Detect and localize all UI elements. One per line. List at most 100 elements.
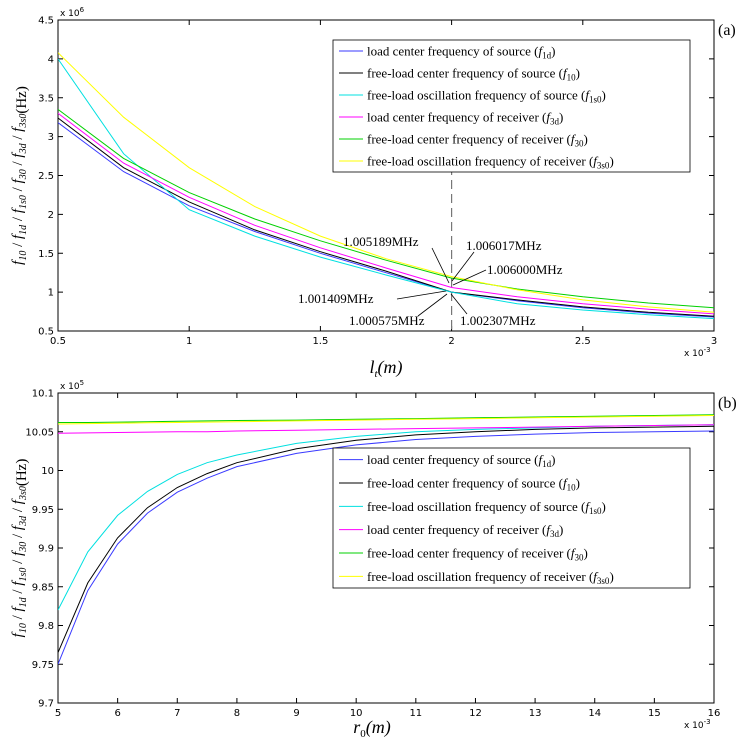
legend-close: ): [551, 44, 555, 59]
y-tick-label: 10.05: [25, 427, 54, 438]
series-line-3s0: [58, 52, 714, 313]
series-line-3d: [58, 424, 714, 434]
y-axis-label-sub: 30: [18, 542, 29, 553]
x-tick-label: 1: [186, 336, 192, 347]
legend-close: ): [584, 546, 588, 561]
x-multiplier-base: x 10: [684, 721, 704, 731]
legend-close: ): [551, 452, 555, 467]
legend-symbol-f: f: [563, 476, 569, 491]
y-axis-label-f: f: [10, 524, 26, 530]
x-tick-label: 16: [708, 708, 721, 719]
x-axis-label-sub: t: [374, 368, 378, 380]
legend-symbol-sub: 3d: [550, 529, 560, 539]
y-axis-label-f: f: [10, 550, 26, 556]
legend-symbol-f: f: [571, 546, 577, 561]
x-tick-label: 15: [648, 708, 661, 719]
y-axis-label-sep: /: [10, 556, 26, 568]
legend-close: ): [584, 132, 588, 147]
x-tick-label: 13: [529, 708, 542, 719]
annotation-leader: [396, 290, 447, 300]
legend-symbol-f: f: [585, 499, 591, 514]
panel-label: (b): [718, 395, 737, 412]
y-tick-label: 9.9: [38, 544, 54, 555]
legend-symbol-sub: 1d: [542, 51, 552, 61]
annotation-leader: [450, 293, 468, 315]
legend-text: free-load oscillation frequency of recei…: [367, 569, 593, 584]
y-axis-label-f: f: [10, 631, 26, 637]
legend-text: free-load center frequency of receiver (: [367, 546, 571, 561]
y-multiplier: x 106: [60, 6, 85, 19]
annotation-label: 1.005189MHz: [343, 234, 419, 249]
y-axis-label-sep: /: [10, 530, 26, 542]
annotation-label: 1.001409MHz: [298, 291, 374, 306]
x-axis-label: r0(m): [353, 717, 391, 740]
x-multiplier-base: x 10: [684, 349, 704, 359]
y-axis-label-f: f: [10, 606, 26, 612]
annotation-label: 1.002307MHz: [460, 313, 536, 328]
y-axis-label: f10 / f1d / f1s0 / f30 / f3d / f3s0(Hz): [10, 86, 30, 265]
x-tick-label: 6: [114, 708, 120, 719]
legend-symbol-f: f: [538, 44, 544, 59]
series-line-30: [58, 108, 714, 309]
y-axis-label-sep: /: [10, 504, 26, 516]
y-axis-label-sep: /: [10, 132, 26, 144]
legend-close: ): [609, 154, 613, 169]
y-multiplier-base: x 10: [60, 382, 80, 392]
legend-close: ): [576, 476, 580, 491]
legend-text: free-load oscillation frequency of sourc…: [367, 88, 585, 103]
legend-text: free-load center frequency of receiver (: [367, 132, 571, 147]
series-line-3d: [58, 112, 714, 315]
y-axis-label-sub: 3d: [18, 142, 29, 154]
series-line-1d: [58, 430, 714, 665]
series-line-1d: [58, 122, 714, 318]
annotation-label: 1.006000MHz: [487, 262, 563, 277]
series-line-3s0: [58, 415, 714, 425]
y-multiplier: x 105: [60, 379, 84, 392]
legend-symbol-sub: 30: [575, 139, 585, 149]
legend-symbol-f: f: [571, 132, 577, 147]
x-tick-label: 12: [469, 708, 482, 719]
y-tick-label: 9.8: [38, 621, 54, 632]
x-tick-label: 0.5: [50, 336, 66, 347]
y-axis-label-f: f: [10, 207, 26, 213]
y-tick-label: 9.7: [38, 699, 54, 710]
y-tick-label: 1.5: [38, 249, 54, 260]
legend-text: free-load oscillation frequency of sourc…: [367, 499, 585, 514]
y-axis-label-sep: /: [10, 612, 26, 624]
legend-entry-1s0: free-load oscillation frequency of sourc…: [367, 88, 606, 105]
series-group: [58, 52, 714, 320]
y-axis-label-sub: 1s0: [18, 195, 29, 209]
y-axis-label-unit: (Hz): [14, 459, 30, 486]
legend-text: free-load center frequency of source (: [367, 476, 563, 491]
x-axis-label-var: l: [369, 357, 374, 377]
y-tick-label: 9.75: [32, 660, 54, 671]
y-tick-label: 10.1: [32, 389, 54, 400]
legend-text: load center frequency of receiver (: [367, 110, 546, 125]
legend-symbol-f: f: [546, 110, 552, 125]
y-tick-label: 4: [48, 54, 54, 65]
y-tick-label: 3: [48, 132, 54, 143]
annotation-leader: [417, 293, 448, 317]
y-axis-label-sub: 10: [18, 251, 29, 261]
y-axis-label-f: f: [10, 580, 26, 586]
legend-entry-3s0: free-load oscillation frequency of recei…: [367, 154, 614, 171]
legend-symbol-sub: 3s0: [597, 161, 610, 171]
legend-symbol-f: f: [538, 452, 544, 467]
legend-symbol-sub: 3d: [550, 117, 560, 127]
y-axis-label-sub: 3d: [18, 515, 29, 527]
y-axis-label-sep: /: [10, 158, 26, 170]
y-axis-label-sep: /: [10, 586, 26, 598]
y-axis-label-sub: 30: [18, 169, 29, 180]
legend-symbol-f: f: [563, 66, 569, 81]
x-tick-label: 11: [409, 708, 422, 719]
legend-entry-1d: load center frequency of source (f1d): [367, 44, 555, 61]
legend-symbol-f: f: [585, 88, 591, 103]
y-tick-label: 10: [41, 466, 54, 477]
legend-symbol-sub: 10: [567, 483, 577, 493]
annotation-leader: [451, 251, 475, 282]
x-multiplier-exp: -3: [704, 346, 711, 354]
chart-panel-b: 5 6 7 8 9 10 11 12 13 14 15 16 9.7 9.75 9.8 9.85 9.9 9.95…: [10, 379, 737, 740]
x-multiplier: x 10-3: [684, 346, 711, 359]
legend-close: ): [559, 522, 563, 537]
y-axis-label-f: f: [10, 152, 26, 158]
